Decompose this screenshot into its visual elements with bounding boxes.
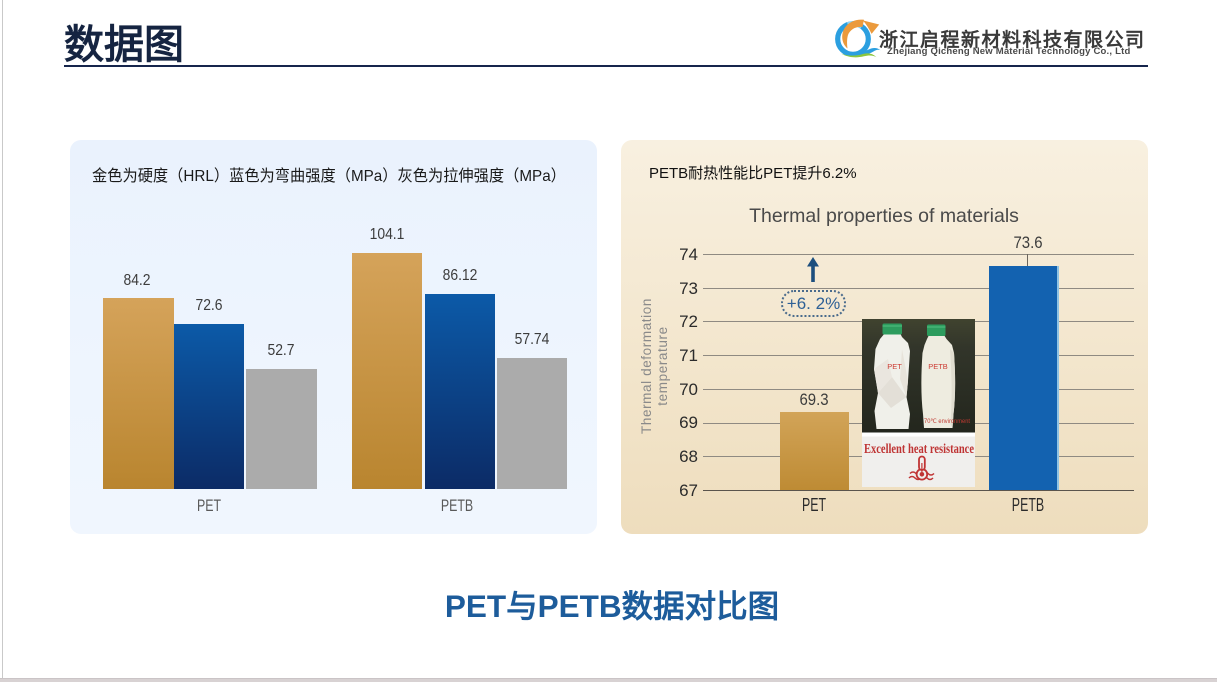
svg-text:70℃ environment: 70℃ environment bbox=[924, 418, 970, 425]
svg-text:PET: PET bbox=[887, 362, 902, 371]
svg-text:Excellent heat resistance: Excellent heat resistance bbox=[864, 441, 974, 456]
svg-text:PETB: PETB bbox=[928, 362, 948, 371]
